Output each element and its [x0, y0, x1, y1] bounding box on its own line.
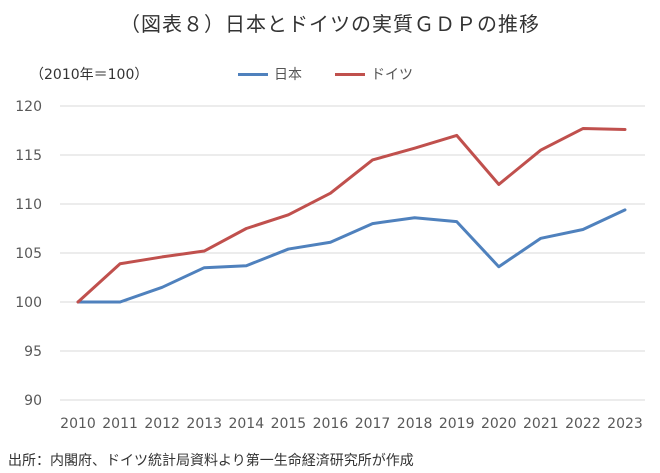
series-line-japan — [76, 208, 627, 304]
x-tick-label: 2021 — [523, 416, 559, 432]
x-tick-label: 2019 — [439, 416, 475, 432]
x-tick-label: 2013 — [186, 416, 222, 432]
chart-title: （図表８）日本とドイツの実質ＧＤＰの推移 — [120, 12, 540, 36]
source-note: 出所：内閣府、ドイツ統計局資料より第一生命経済研究所が作成 — [8, 453, 414, 469]
y-tick-label: 115 — [15, 148, 42, 164]
x-tick-label: 2022 — [565, 416, 601, 432]
legend-swatch-japan — [238, 72, 268, 76]
series-line-germany — [76, 127, 627, 304]
y-tick-label: 110 — [15, 197, 42, 213]
legend-item-germany: ドイツ — [335, 64, 413, 84]
x-tick-label: 2015 — [271, 416, 307, 432]
x-tick-label: 2017 — [355, 416, 391, 432]
x-tick-label: 2020 — [481, 416, 517, 432]
y-tick-label: 90 — [24, 393, 42, 409]
unit-label: （2010年＝100） — [30, 67, 149, 83]
y-tick-label: 95 — [24, 344, 42, 360]
y-tick-label: 120 — [15, 99, 42, 115]
legend-label-japan: 日本 — [274, 67, 302, 83]
x-tick-label: 2014 — [228, 416, 264, 432]
x-tick-label: 2012 — [144, 416, 180, 432]
y-tick-label: 100 — [15, 295, 42, 311]
y-tick-label: 105 — [15, 246, 42, 262]
x-tick-label: 2010 — [60, 416, 96, 432]
x-tick-label: 2011 — [102, 416, 138, 432]
legend-label-germany: ドイツ — [371, 67, 413, 83]
x-tick-label: 2023 — [607, 416, 643, 432]
legend-item-japan: 日本 — [238, 64, 302, 84]
x-tick-label: 2018 — [397, 416, 433, 432]
legend-swatch-germany — [335, 72, 365, 76]
x-tick-label: 2016 — [313, 416, 349, 432]
